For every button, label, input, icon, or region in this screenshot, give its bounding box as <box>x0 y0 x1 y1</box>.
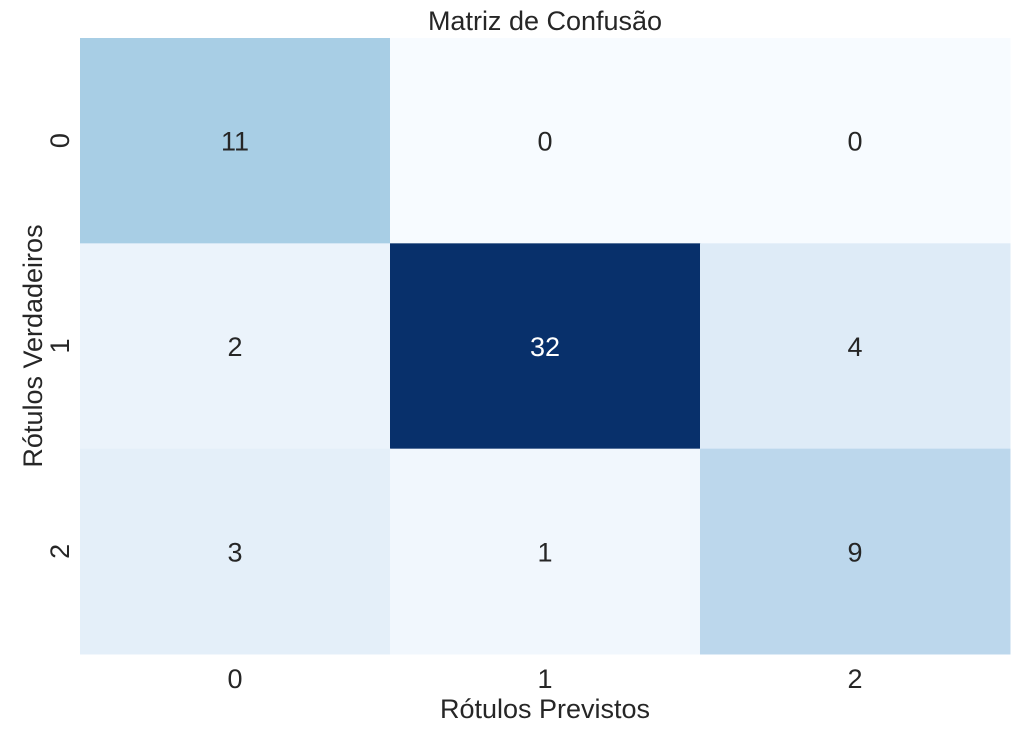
heatmap-cell-0-2 <box>700 38 1011 244</box>
cell-value-label-1-0: 2 <box>227 332 242 362</box>
cell-value-label-1-2: 4 <box>847 332 862 362</box>
heatmap-cell-0-1 <box>390 38 701 244</box>
y-tick-label-2: 2 <box>45 544 75 559</box>
heatmap-cells: 11 0 0 2 32 4 3 1 9 <box>80 38 1011 655</box>
cell-value-label-1-1: 32 <box>530 332 560 362</box>
heatmap-cell-2-0 <box>80 448 391 655</box>
cell-value-label-2-2: 9 <box>847 537 862 567</box>
heatmap-cell-0-0 <box>80 38 391 244</box>
heatmap-cell-1-1 <box>390 243 701 450</box>
cell-value-label-0-0: 11 <box>221 127 249 157</box>
cell-value-label-2-1: 1 <box>537 537 552 567</box>
x-tick-label-1: 1 <box>537 664 552 694</box>
heatmap-cell-1-2 <box>700 243 1011 450</box>
cell-value-label-0-2: 0 <box>847 127 862 157</box>
y-tick-label-0: 0 <box>45 133 75 148</box>
cell-value-label-0-1: 0 <box>537 127 552 157</box>
x-tick-label-0: 0 <box>227 664 242 694</box>
y-tick-label-1: 1 <box>45 338 75 353</box>
heatmap-cell-2-2 <box>700 448 1011 655</box>
y-axis-label: Rótulos Verdadeiros <box>18 224 48 467</box>
chart-title: Matriz de Confusão <box>428 6 662 36</box>
x-tick-labels: 0 1 2 <box>227 664 862 694</box>
x-tick-label-2: 2 <box>847 664 862 694</box>
x-axis-label: Rótulos Previstos <box>440 694 650 724</box>
cell-value-label-2-0: 3 <box>227 537 242 567</box>
y-tick-labels: 0 1 2 <box>45 133 75 559</box>
heatmap-cell-1-0 <box>80 243 391 450</box>
heatmap-cell-2-1 <box>390 448 701 655</box>
